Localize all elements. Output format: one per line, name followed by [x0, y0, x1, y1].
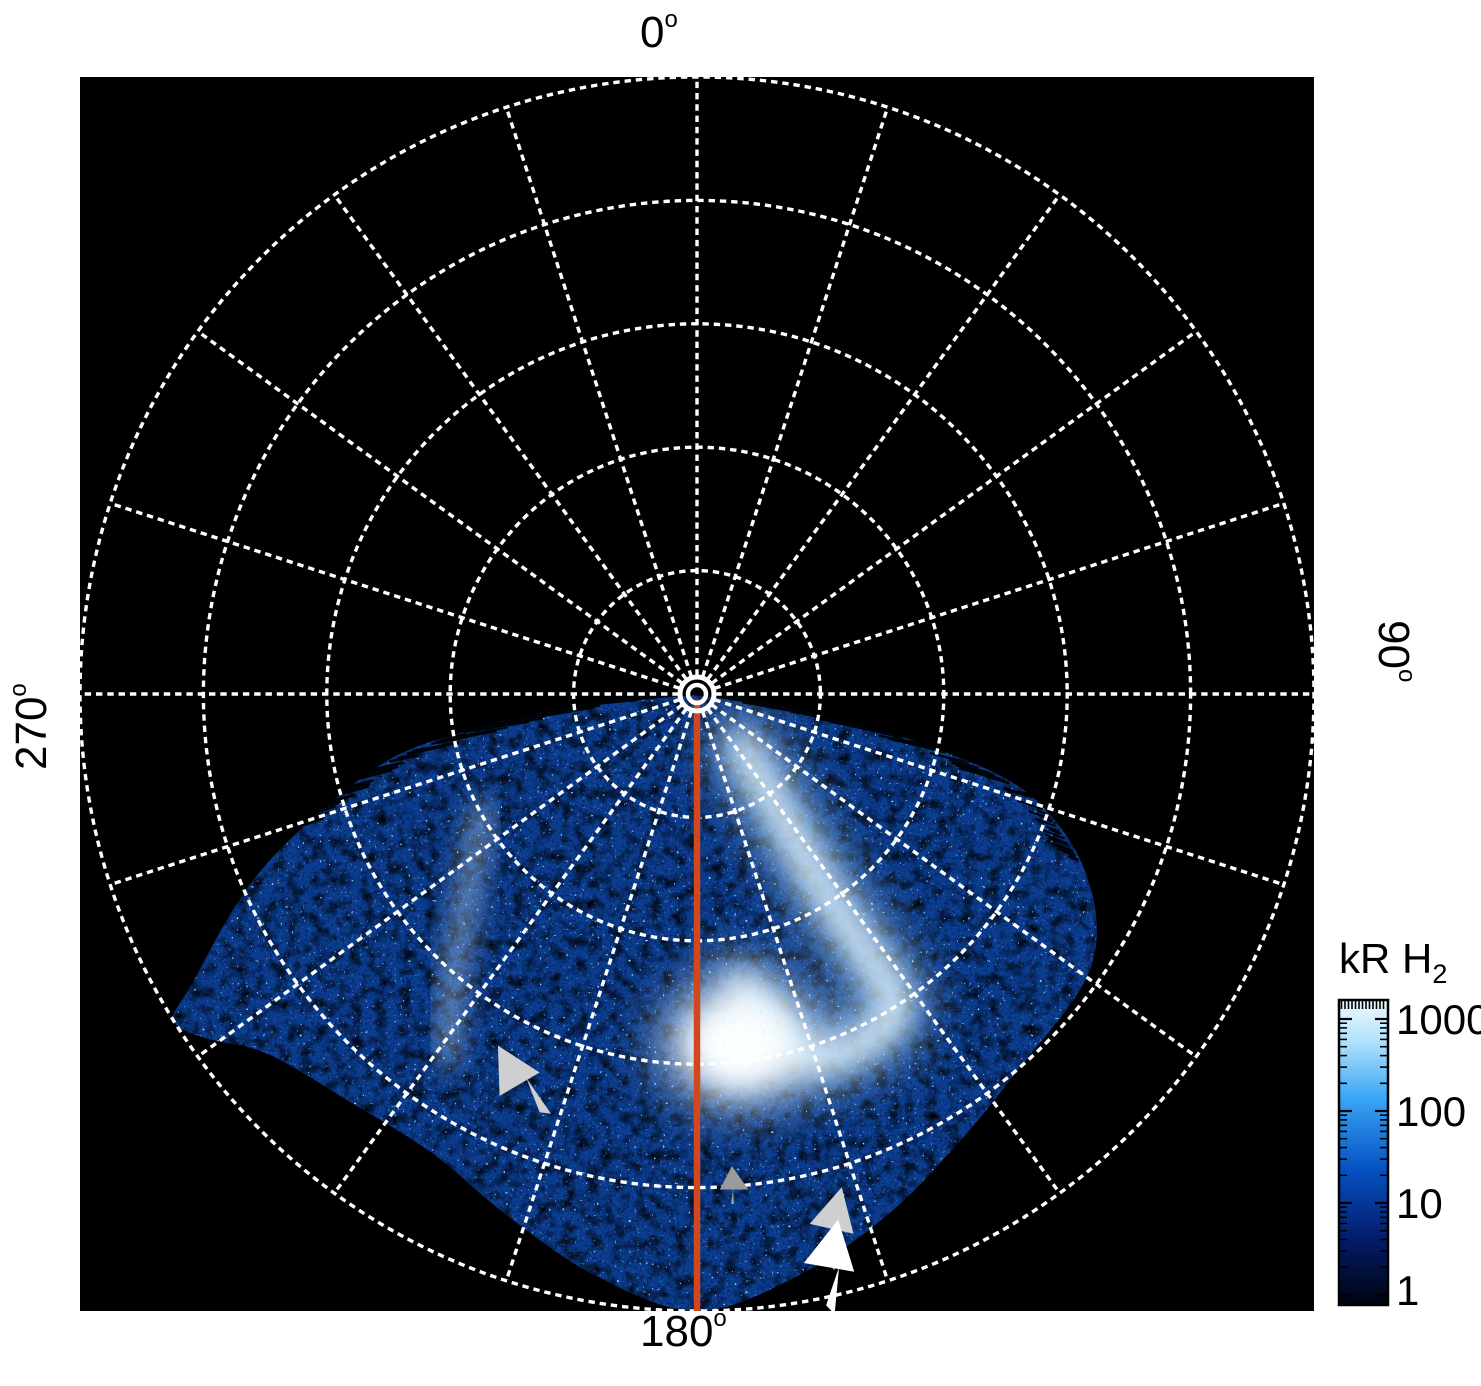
- svg-text:1: 1: [1396, 1267, 1419, 1314]
- svg-text:1000: 1000: [1396, 996, 1481, 1043]
- svg-text:10: 10: [1396, 1180, 1443, 1227]
- svg-text:100: 100: [1396, 1088, 1466, 1135]
